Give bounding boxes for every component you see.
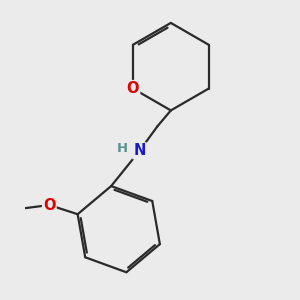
Text: N: N <box>134 143 146 158</box>
Text: O: O <box>127 81 139 96</box>
Text: H: H <box>116 142 128 155</box>
Text: O: O <box>43 197 56 212</box>
